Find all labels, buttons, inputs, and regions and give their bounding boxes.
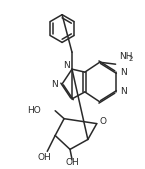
- Text: N: N: [120, 68, 127, 77]
- Text: NH: NH: [119, 52, 133, 61]
- Text: HO: HO: [28, 106, 41, 115]
- Text: N: N: [51, 80, 58, 90]
- Text: OH: OH: [37, 153, 51, 162]
- Text: N: N: [120, 87, 127, 96]
- Text: N: N: [63, 61, 70, 70]
- Text: OH: OH: [65, 158, 79, 167]
- Text: 2: 2: [128, 56, 133, 62]
- Text: O: O: [100, 117, 107, 126]
